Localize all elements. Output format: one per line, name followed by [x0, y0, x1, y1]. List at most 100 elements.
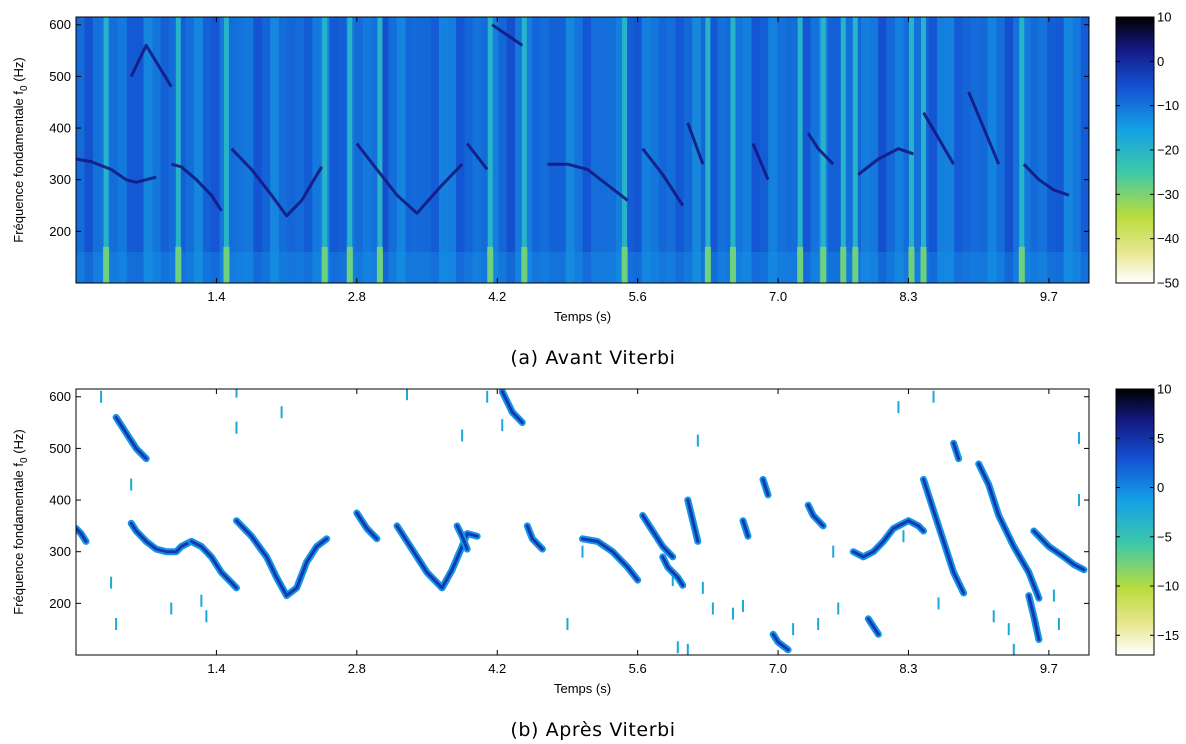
pitch-track	[952, 441, 961, 461]
pitch-speck	[501, 419, 504, 432]
spectrogram-texture	[759, 17, 769, 283]
bright-column-base	[840, 246, 847, 283]
colorbar-tick-label: 0	[1157, 54, 1164, 69]
bright-column-base	[820, 246, 827, 283]
pitch-speck	[711, 602, 714, 615]
colorbar-tick-label: 10	[1157, 10, 1171, 25]
colorbar	[1115, 16, 1155, 284]
y-tick-label: 500	[49, 69, 71, 84]
pitch-track	[806, 132, 835, 166]
spectrogram-texture	[337, 17, 347, 283]
pitch-track	[806, 503, 825, 528]
colorbar-tick-label: −5	[1157, 529, 1172, 544]
pitch-track	[355, 142, 464, 215]
spectrogram-texture	[430, 17, 440, 283]
bright-column-base	[908, 246, 915, 283]
pitch-speck	[937, 597, 940, 610]
y-tick-label: 400	[49, 493, 71, 508]
colorbar-tick-label: −20	[1157, 143, 1179, 158]
colorbar-tick-label: −50	[1157, 276, 1179, 291]
spectrogram-texture	[945, 17, 955, 283]
pitch-speck	[280, 406, 283, 419]
pitch-speck	[581, 545, 584, 558]
pitch-track	[741, 519, 750, 538]
pitch-track	[661, 555, 685, 587]
pitch-speck	[897, 401, 900, 414]
spectrogram-texture	[211, 17, 221, 283]
pitch-speck	[566, 618, 569, 631]
pitch-speck	[902, 530, 905, 543]
spectrogram-texture	[523, 17, 533, 283]
pitch-track	[641, 514, 675, 559]
y-tick-label: 500	[49, 441, 71, 456]
spectrogram-texture	[970, 17, 980, 283]
spectrogram-texture	[675, 17, 685, 283]
axes-frame	[75, 388, 1090, 656]
pitch-speck	[1077, 432, 1080, 445]
pitch-speck	[170, 602, 173, 615]
pitch-speck	[205, 610, 208, 623]
spectrogram-texture	[979, 17, 989, 283]
pitch-speck	[731, 607, 734, 620]
spectrogram-texture	[886, 17, 896, 283]
spectrogram-texture	[641, 17, 651, 283]
spectrogram-texture	[236, 17, 246, 283]
bright-column-base	[346, 246, 353, 283]
pitch-speck	[671, 574, 674, 587]
spectrogram-texture	[295, 17, 305, 283]
pitch-track	[230, 147, 323, 218]
pitch-track	[751, 142, 770, 181]
bright-column-base	[175, 246, 182, 283]
spectrogram-texture	[388, 17, 398, 283]
bright-column	[223, 17, 229, 283]
spectrogram-texture	[118, 17, 128, 283]
spectrogram-texture	[312, 17, 322, 283]
spectrogram-texture	[911, 17, 921, 283]
x-tick-label: 2.8	[348, 661, 366, 676]
x-tick-label: 4.2	[488, 661, 506, 676]
spectrogram-texture	[607, 17, 617, 283]
spectrogram-texture	[1013, 17, 1022, 283]
spectrogram-texture	[1029, 17, 1039, 283]
spectrogram-texture	[194, 17, 204, 283]
spectrogram-texture	[928, 17, 938, 283]
pitch-speck	[701, 581, 704, 594]
pitch-speck	[741, 599, 744, 612]
x-tick-label: 7.0	[769, 661, 787, 676]
plot-area	[76, 17, 1089, 283]
pitch-speck	[405, 389, 408, 401]
y-tick-label: 400	[49, 121, 71, 136]
spectrogram-texture	[455, 17, 465, 283]
bright-column	[921, 17, 927, 283]
pitch-track	[922, 477, 966, 595]
pitch-speck	[110, 576, 113, 589]
spectrogram-texture	[734, 17, 744, 283]
bright-column-base	[487, 246, 494, 283]
pitch-track	[491, 23, 524, 47]
pitch-track	[1022, 163, 1070, 197]
spectrogram-texture	[709, 17, 719, 283]
pitch-track	[967, 91, 1001, 165]
pitch-track	[1027, 594, 1041, 641]
axes-frame	[75, 16, 1090, 284]
spectrogram-texture	[785, 17, 795, 283]
y-tick-label: 300	[49, 172, 71, 187]
spectrogram-texture	[590, 17, 600, 283]
plot-area	[76, 389, 1089, 655]
spectrogram-texture	[464, 17, 474, 283]
spectrogram-texture	[742, 17, 752, 283]
spectrogram-texture	[776, 17, 786, 283]
bright-column-base	[852, 246, 859, 283]
spectrogram-texture	[683, 17, 693, 283]
spectrogram-texture	[396, 17, 406, 283]
pitch-speck	[817, 618, 820, 631]
spectrogram-texture	[438, 17, 448, 283]
x-tick-label: 5.6	[629, 661, 647, 676]
spectrogram-figure-a: 1.4 2.8 4.2 5.6 7.0 8.3 9.7 200 300 400 500 600 Temp…	[11, 10, 1179, 370]
pitch-track	[455, 524, 469, 551]
spectrogram-texture	[1072, 17, 1082, 283]
bright-column-base	[704, 246, 711, 283]
colorbar-tick-label: −30	[1157, 187, 1179, 202]
y-tick-label: 600	[49, 17, 71, 32]
x-tick-label: 8.3	[899, 289, 917, 304]
